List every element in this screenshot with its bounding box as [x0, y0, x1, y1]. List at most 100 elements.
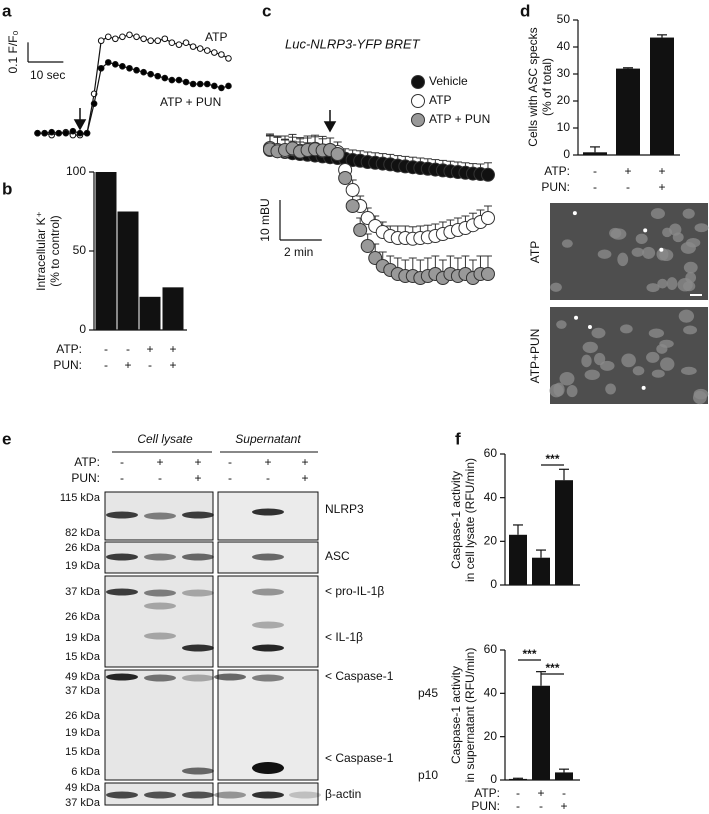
condition-sign: + [156, 455, 163, 469]
cell [632, 366, 645, 376]
data-point [83, 129, 91, 137]
kda-marker: 26 kDa [65, 611, 101, 623]
cell [609, 227, 622, 239]
legend-label: Vehicle [429, 74, 468, 88]
kda-marker: 26 kDa [65, 542, 101, 554]
y-axis-label: in cell lysate (RFU/min) [463, 458, 477, 582]
blot-band [182, 791, 214, 799]
band-label: < IL-1β [325, 630, 363, 644]
legend-label: ATP [429, 93, 451, 107]
y-tick-label: 100 [66, 164, 86, 178]
condition-sign: + [624, 164, 631, 178]
data-point [112, 61, 119, 68]
data-point [133, 33, 140, 41]
y-tick-label: 50 [557, 12, 571, 26]
data-point [338, 171, 353, 185]
blot-band [182, 511, 214, 519]
legend-marker [411, 94, 425, 108]
data-point [97, 37, 105, 45]
band-label: < Caspase-1 [325, 751, 394, 765]
y-tick-label: 0 [563, 147, 570, 161]
band-label: ASC [325, 549, 350, 563]
cell [666, 277, 678, 291]
data-point [140, 35, 147, 43]
cell [642, 246, 656, 259]
blot-box [217, 575, 319, 668]
y-tick-label: 60 [484, 642, 498, 656]
cell [651, 369, 665, 378]
significance-label: *** [522, 647, 536, 661]
data-point [34, 129, 41, 137]
blot-band [182, 674, 214, 682]
condition-sign: + [301, 455, 308, 469]
cell [631, 247, 645, 257]
group-label: Supernatant [235, 432, 301, 446]
data-point [480, 211, 495, 225]
cell [692, 390, 707, 405]
blot-band [252, 553, 284, 561]
blot-band [106, 553, 138, 561]
condition-sign: + [301, 471, 308, 485]
error-bar [303, 135, 312, 144]
cell [659, 249, 674, 262]
bar [555, 772, 573, 780]
data-point [182, 39, 190, 47]
data-point [90, 100, 98, 107]
condition-label: ATP: [56, 342, 82, 356]
data-point [104, 59, 112, 66]
blot-band [252, 508, 284, 516]
legend-label: ATP + PUN [429, 112, 490, 126]
data-point [345, 183, 360, 197]
cell [660, 357, 675, 371]
cell [556, 320, 567, 329]
condition-sign: - [104, 342, 108, 356]
error-bar [513, 524, 523, 535]
condition-sign: - [562, 786, 566, 800]
y-axis-label: Intracellular K⁺ [34, 211, 48, 291]
y-axis-label: Caspase-1 activity [449, 666, 463, 764]
cell [646, 351, 660, 363]
bar [139, 296, 161, 330]
data-line [37, 34, 229, 136]
kda-marker: 37 kDa [65, 797, 101, 809]
error-bar [386, 255, 395, 264]
error-bar [423, 257, 432, 270]
error-bar [438, 259, 447, 272]
series-label: ATP [205, 30, 227, 44]
error-bar [559, 468, 569, 481]
panel-letter: b [2, 179, 12, 198]
cell [672, 232, 684, 243]
blot-band [106, 511, 138, 519]
data-point [126, 64, 133, 72]
condition-sign: - [539, 799, 543, 813]
error-bar [590, 146, 600, 153]
condition-label: ATP: [74, 455, 100, 469]
blot-band [182, 553, 214, 561]
bar [583, 152, 607, 155]
cell [646, 283, 660, 293]
data-point [147, 37, 154, 45]
error-bar [281, 135, 290, 144]
condition-sign: - [228, 471, 232, 485]
blot-band [252, 674, 284, 682]
speck [659, 247, 664, 252]
bar [509, 778, 527, 780]
cell [561, 239, 573, 248]
scale-bar-label: 0.1 F/F₀ [6, 30, 20, 73]
error-bar [657, 34, 667, 38]
data-point [140, 68, 147, 76]
blot-band [252, 588, 284, 596]
cell [582, 341, 598, 354]
kda-marker: 19 kDa [65, 727, 101, 739]
condition-sign: - [593, 180, 597, 194]
data-point [196, 45, 204, 52]
blot-band [182, 644, 214, 652]
y-tick-label: 0 [79, 322, 86, 336]
blot-band [144, 674, 176, 682]
y-axis-label: (% to control) [48, 215, 62, 286]
cell [550, 282, 562, 292]
data-point [76, 129, 84, 137]
cell [605, 383, 616, 395]
y-tick-label: 20 [484, 729, 498, 743]
blot-band [289, 791, 321, 799]
